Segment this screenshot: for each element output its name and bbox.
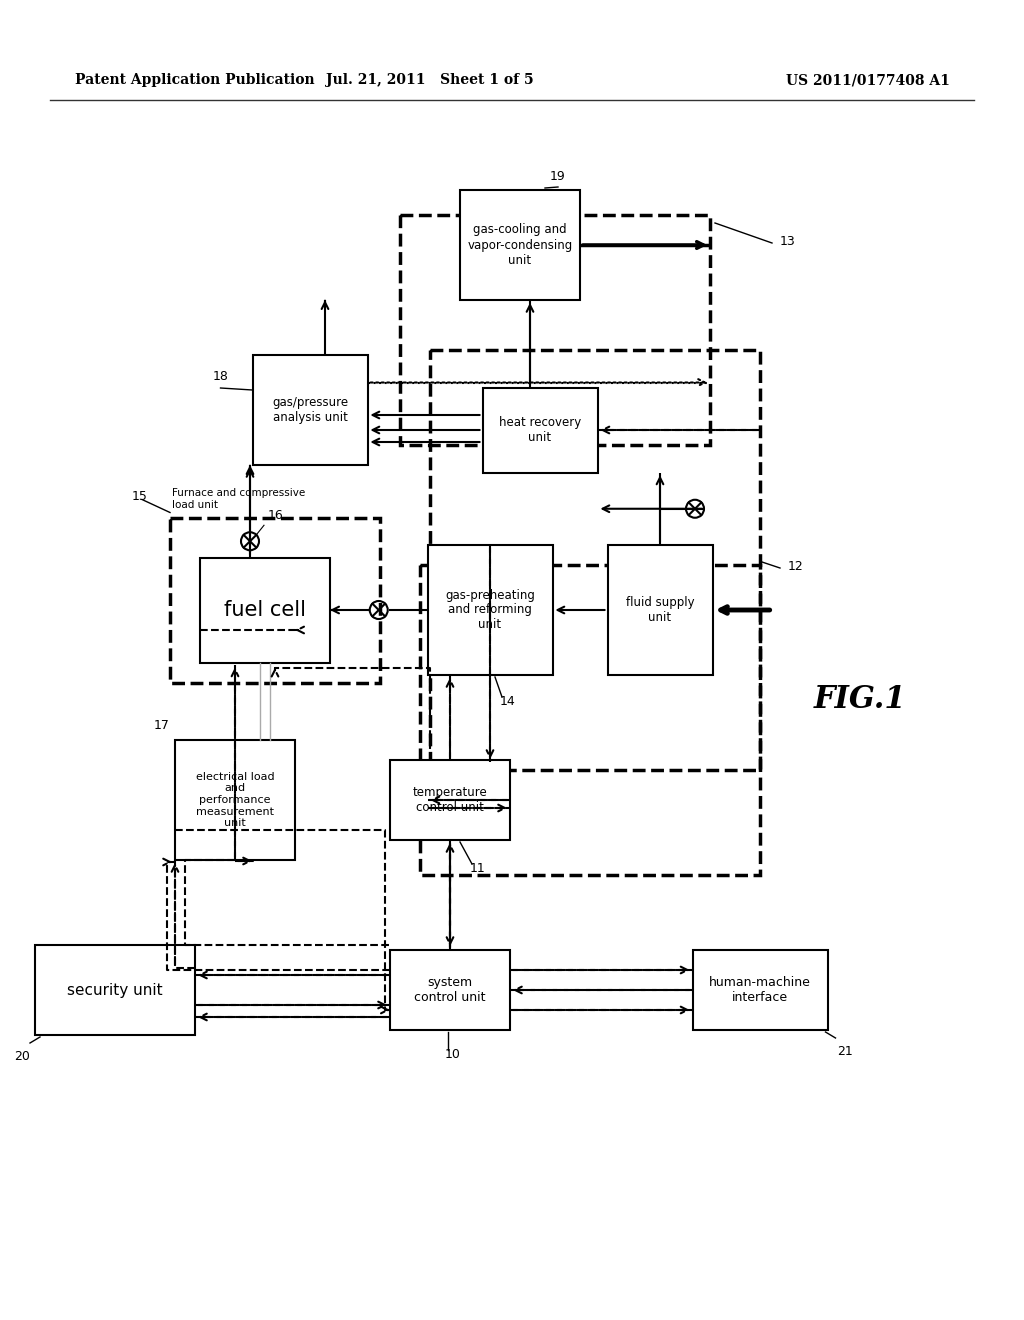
Text: fuel cell: fuel cell: [224, 601, 306, 620]
Text: 16: 16: [268, 510, 284, 523]
Text: Furnace and compressive
load unit: Furnace and compressive load unit: [172, 488, 305, 510]
Bar: [400, 215, 710, 445]
Text: 12: 12: [788, 560, 804, 573]
Text: 20: 20: [14, 1049, 30, 1063]
Bar: [390, 950, 510, 1030]
Bar: [430, 350, 760, 770]
Text: 21: 21: [838, 1045, 853, 1059]
Text: FIG.1: FIG.1: [814, 685, 906, 715]
Text: gas-preheating
and reforming
unit: gas-preheating and reforming unit: [445, 589, 535, 631]
Text: human-machine
interface: human-machine interface: [709, 975, 811, 1005]
Bar: [175, 741, 295, 861]
Text: US 2011/0177408 A1: US 2011/0177408 A1: [786, 73, 950, 87]
Text: 17: 17: [155, 719, 170, 733]
Text: 11: 11: [470, 862, 485, 875]
Text: gas/pressure
analysis unit: gas/pressure analysis unit: [272, 396, 348, 424]
Bar: [482, 388, 597, 473]
Text: security unit: security unit: [68, 982, 163, 998]
Bar: [35, 945, 195, 1035]
Text: 19: 19: [550, 170, 565, 183]
Bar: [607, 545, 713, 675]
Bar: [253, 355, 368, 465]
Bar: [420, 565, 760, 875]
Text: 14: 14: [500, 696, 516, 708]
Text: system
control unit: system control unit: [415, 975, 485, 1005]
Text: 18: 18: [213, 370, 228, 383]
Text: fluid supply
unit: fluid supply unit: [626, 597, 694, 624]
Text: 15: 15: [132, 490, 147, 503]
Bar: [427, 545, 553, 675]
Bar: [200, 557, 330, 663]
Text: 10: 10: [445, 1048, 461, 1061]
Bar: [460, 190, 580, 300]
Text: 13: 13: [780, 235, 796, 248]
Bar: [692, 950, 827, 1030]
Text: temperature
control unit: temperature control unit: [413, 785, 487, 814]
Text: electrical load
and
performance
measurement
unit: electrical load and performance measurem…: [196, 772, 274, 828]
Text: Jul. 21, 2011   Sheet 1 of 5: Jul. 21, 2011 Sheet 1 of 5: [327, 73, 534, 87]
Text: heat recovery
unit: heat recovery unit: [499, 416, 582, 444]
Text: gas-cooling and
vapor-condensing
unit: gas-cooling and vapor-condensing unit: [467, 223, 572, 267]
Bar: [390, 760, 510, 840]
Text: Patent Application Publication: Patent Application Publication: [75, 73, 314, 87]
Bar: [170, 517, 380, 682]
